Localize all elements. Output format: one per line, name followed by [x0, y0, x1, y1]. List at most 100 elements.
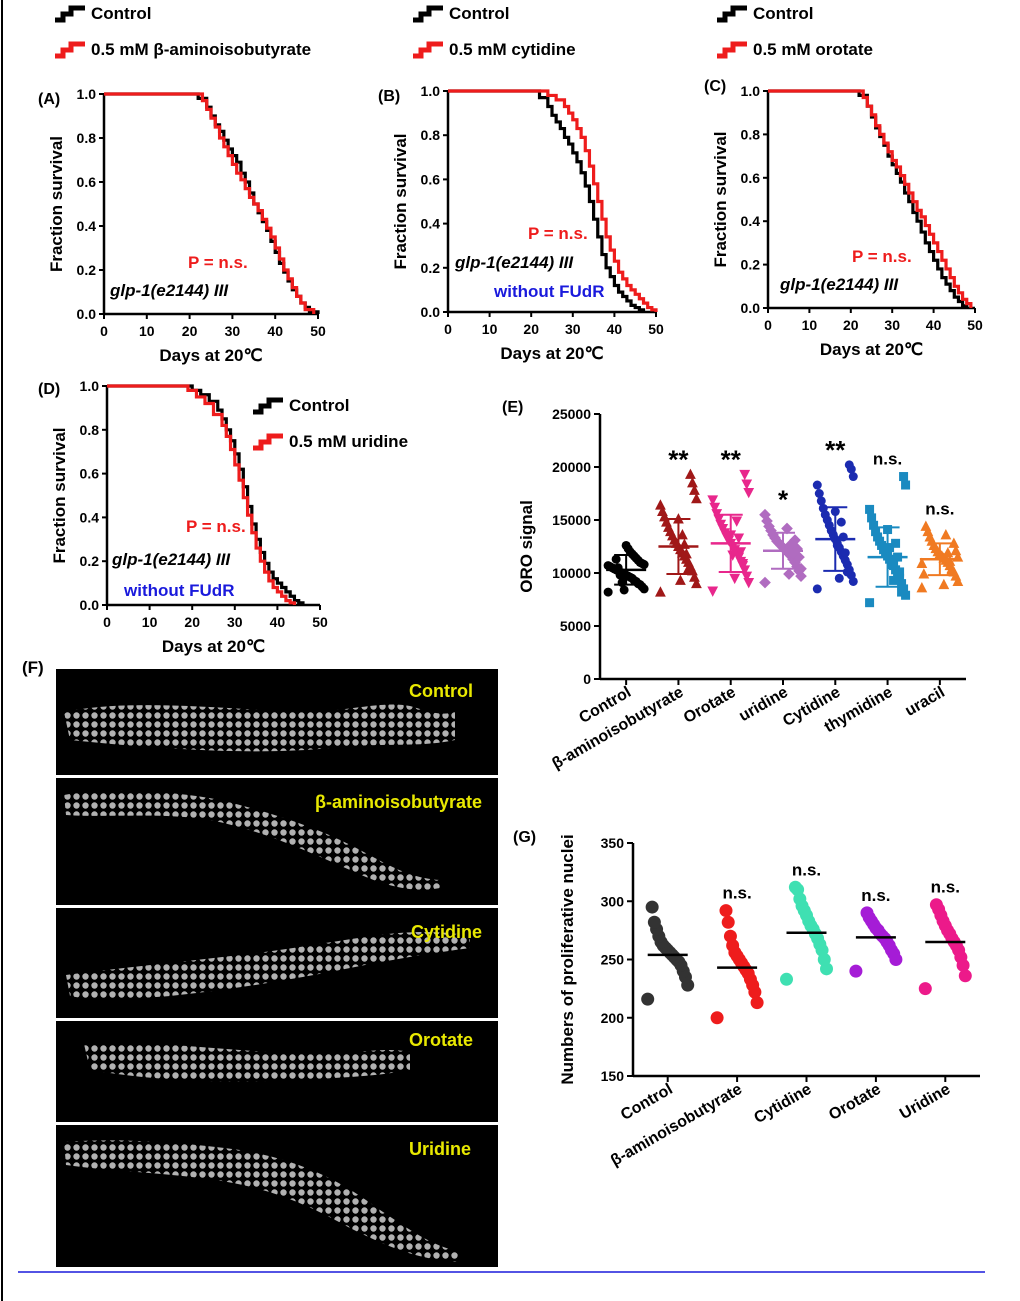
image-label-control: Control	[409, 681, 473, 701]
panel-label-b: (B)	[378, 88, 400, 105]
strain-annotation: glp-1(e2144) III	[454, 253, 574, 272]
gonad-shape-orotate	[84, 1043, 410, 1082]
data-point-aminoisobutyrate	[663, 521, 674, 532]
panel-label-g: (G)	[513, 829, 536, 846]
data-point-orotate	[737, 558, 749, 570]
data-point-cytidine	[844, 460, 854, 470]
y-tick-label: 0.6	[80, 466, 100, 482]
data-point-cytidine	[832, 540, 842, 550]
data-point-cytidine	[788, 880, 802, 894]
gonad-shape-cytidine	[66, 932, 470, 999]
survival-panel-c: (C) 0 10 20 30 40 50 0.0 0.2 0.4 0.6 0.8 1.0 Days at …	[704, 4, 983, 359]
data-point-thymidine	[887, 560, 897, 570]
treatment-survival-curve	[104, 92, 316, 314]
x-tick-label: 20	[843, 317, 859, 333]
data-point-control	[611, 554, 621, 564]
gonad-shape-uridine	[64, 1140, 460, 1262]
data-point-aminoisobutyrate	[655, 586, 666, 597]
image-aminoisobutyrate: β-aminoisobutyrate	[56, 778, 498, 905]
data-point-uracil	[948, 537, 960, 548]
data-point-uracil	[916, 581, 928, 593]
fudr-note: without FUdR	[493, 282, 604, 301]
microscopy-panel-f: (F) Control β-aminoisobutyrate Cytidin	[22, 658, 498, 1267]
data-point-orotate	[707, 586, 719, 597]
x-axis-label: Days at 20℃	[500, 344, 603, 363]
strain-annotation: glp-1(e2144) III	[111, 550, 231, 569]
data-point-aminoisobutyrate	[677, 528, 688, 540]
y-axis-label: Numbers of proliferative nuclei	[558, 834, 577, 1084]
fudr-note: without FUdR	[123, 581, 234, 600]
x-tick-label: 10	[139, 323, 155, 339]
data-point-cytidine	[780, 972, 793, 986]
x-tick-label: 30	[565, 321, 581, 337]
significance-label: n.s.	[722, 884, 751, 903]
data-point-uracil	[944, 555, 956, 566]
x-tick-label: 0	[444, 321, 452, 337]
legend-label: Control	[449, 4, 509, 23]
data-point-uracil	[924, 531, 936, 542]
data-point-orotate	[733, 533, 745, 544]
y-tick-label: 0.2	[80, 553, 100, 569]
data-point-uracil	[946, 563, 958, 575]
y-tick-label: 0.6	[741, 170, 761, 186]
data-point-aminoisobutyrate	[691, 492, 702, 504]
data-point-cytidine	[818, 503, 828, 513]
x-tick-label: 30	[225, 323, 241, 339]
legend-label: 0.5 mM cytidine	[449, 40, 576, 59]
data-point-orotate	[729, 573, 741, 585]
panel-label-f: (F)	[22, 658, 44, 677]
data-point-aminoisobutyrate	[719, 904, 733, 918]
data-point-control	[615, 570, 625, 580]
data-point-thymidine	[899, 472, 909, 482]
data-point-orotate	[709, 502, 721, 514]
x-tick-label: 50	[967, 317, 983, 333]
y-tick-label: 20000	[552, 459, 591, 475]
x-category-label: Control	[618, 1081, 676, 1124]
y-tick-label: 200	[601, 1010, 625, 1026]
y-tick-label: 250	[601, 952, 625, 968]
data-point-control	[603, 561, 613, 571]
significance-label: n.s.	[861, 886, 890, 905]
x-tick-label: 30	[227, 614, 243, 630]
data-point-aminoisobutyrate	[687, 477, 698, 488]
data-point-cytidine	[814, 489, 824, 498]
y-tick-label: 0.6	[77, 174, 97, 190]
p-value-annotation: P = n.s.	[852, 247, 912, 266]
control-legend-swatch	[55, 5, 85, 23]
treatment-survival-curve	[448, 89, 658, 312]
data-point-cytidine	[834, 573, 844, 583]
strain-annotation: glp-1(e2144) III	[109, 281, 229, 300]
image-cytidine: Cytidine	[56, 908, 498, 1018]
data-point-thymidine	[873, 532, 883, 542]
y-tick-label: 0.4	[741, 213, 761, 229]
y-tick-label: 0.4	[421, 216, 441, 232]
data-point-aminoisobutyrate	[750, 996, 764, 1010]
x-category-label: uracil	[902, 684, 947, 720]
image-orotate: Orotate	[56, 1021, 498, 1122]
p-value-annotation: P = n.s.	[528, 224, 588, 243]
image-label-aminoisobutyrate: β-aminoisobutyrate	[315, 792, 482, 812]
significance-label: **	[721, 444, 742, 474]
data-point-thymidine	[897, 587, 907, 597]
data-point-orotate	[741, 479, 753, 490]
image-label-uridine: Uridine	[409, 1139, 471, 1159]
image-uridine: Uridine	[56, 1125, 498, 1267]
panel-label-e: (E)	[502, 399, 523, 416]
data-point-orotate	[743, 578, 755, 589]
y-tick-label: 0.2	[741, 257, 761, 273]
data-point-aminoisobutyrate	[721, 915, 735, 929]
data-point-thymidine	[865, 598, 875, 608]
legend-label: Control	[753, 4, 813, 23]
x-tick-label: 40	[607, 321, 623, 337]
y-tick-label: 0.4	[80, 509, 100, 525]
y-tick-label: 1.0	[421, 83, 441, 99]
x-tick-label: 20	[184, 614, 200, 630]
data-point-cytidine	[812, 584, 822, 594]
y-tick-label: 0.2	[77, 262, 97, 278]
data-point-aminoisobutyrate	[657, 505, 668, 517]
data-point-aminoisobutyrate	[691, 577, 702, 589]
data-point-orotate	[860, 906, 874, 920]
gonad-shape-aminoisobutyrate	[64, 790, 440, 890]
data-point-aminoisobutyrate	[689, 571, 700, 582]
data-point-thymidine	[891, 538, 901, 548]
